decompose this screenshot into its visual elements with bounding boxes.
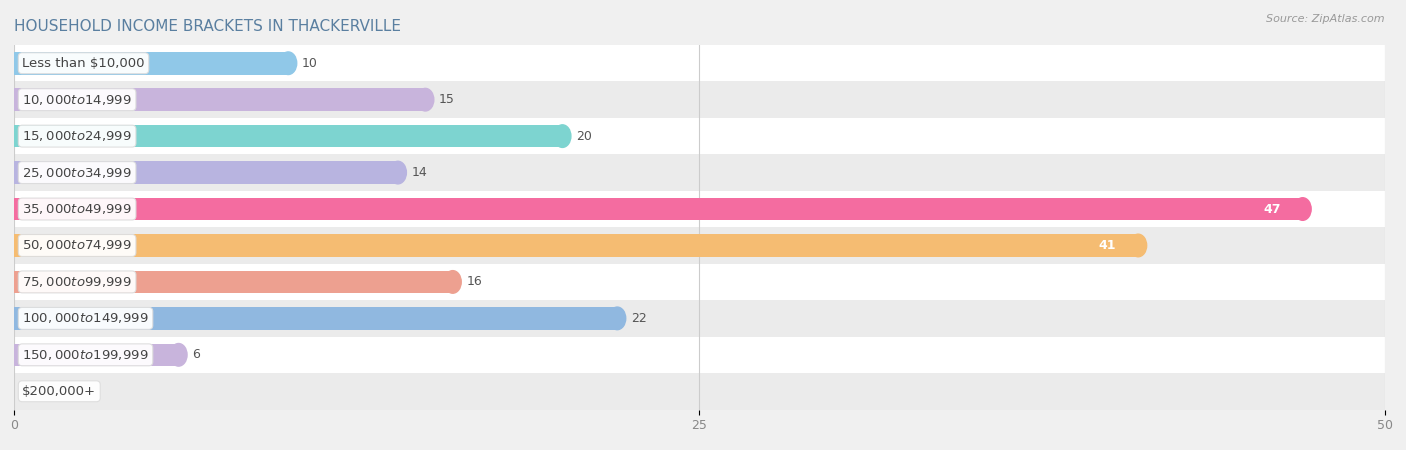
Text: 16: 16 — [467, 275, 482, 288]
Text: 47: 47 — [1263, 202, 1281, 216]
Text: 6: 6 — [193, 348, 200, 361]
Text: $75,000 to $99,999: $75,000 to $99,999 — [22, 275, 132, 289]
Text: $10,000 to $14,999: $10,000 to $14,999 — [22, 93, 132, 107]
Text: Less than $10,000: Less than $10,000 — [22, 57, 145, 70]
Bar — [14, 198, 1303, 220]
Text: Source: ZipAtlas.com: Source: ZipAtlas.com — [1267, 14, 1385, 23]
Circle shape — [170, 343, 187, 366]
Text: 0: 0 — [28, 385, 35, 398]
Bar — [14, 81, 1385, 118]
Text: $200,000+: $200,000+ — [22, 385, 96, 398]
Circle shape — [280, 52, 297, 75]
Text: 41: 41 — [1098, 239, 1116, 252]
Circle shape — [444, 270, 461, 293]
Bar — [14, 118, 1385, 154]
Text: $150,000 to $199,999: $150,000 to $199,999 — [22, 348, 149, 362]
Text: 22: 22 — [631, 312, 647, 325]
Text: $25,000 to $34,999: $25,000 to $34,999 — [22, 166, 132, 180]
Text: 10: 10 — [302, 57, 318, 70]
Bar — [14, 300, 1385, 337]
Bar — [14, 264, 1385, 300]
Text: $15,000 to $24,999: $15,000 to $24,999 — [22, 129, 132, 143]
Text: $50,000 to $74,999: $50,000 to $74,999 — [22, 238, 132, 252]
Text: $100,000 to $149,999: $100,000 to $149,999 — [22, 311, 149, 325]
Bar — [14, 343, 179, 366]
Bar — [14, 125, 562, 148]
Bar — [14, 154, 1385, 191]
Bar — [14, 161, 398, 184]
Text: 14: 14 — [412, 166, 427, 179]
Bar — [14, 88, 425, 111]
Text: 20: 20 — [576, 130, 592, 143]
Circle shape — [1294, 198, 1312, 220]
Bar — [14, 270, 453, 293]
Circle shape — [609, 307, 626, 330]
Bar — [14, 227, 1385, 264]
Bar — [14, 307, 617, 330]
Text: HOUSEHOLD INCOME BRACKETS IN THACKERVILLE: HOUSEHOLD INCOME BRACKETS IN THACKERVILL… — [14, 19, 401, 34]
Bar — [14, 373, 1385, 410]
Bar — [14, 52, 288, 75]
Circle shape — [554, 125, 571, 148]
Circle shape — [1129, 234, 1147, 257]
Bar — [14, 337, 1385, 373]
Circle shape — [416, 88, 434, 111]
Bar — [14, 234, 1139, 257]
Text: 15: 15 — [439, 93, 456, 106]
Circle shape — [389, 161, 406, 184]
Bar — [14, 45, 1385, 81]
Text: $35,000 to $49,999: $35,000 to $49,999 — [22, 202, 132, 216]
Bar — [14, 191, 1385, 227]
